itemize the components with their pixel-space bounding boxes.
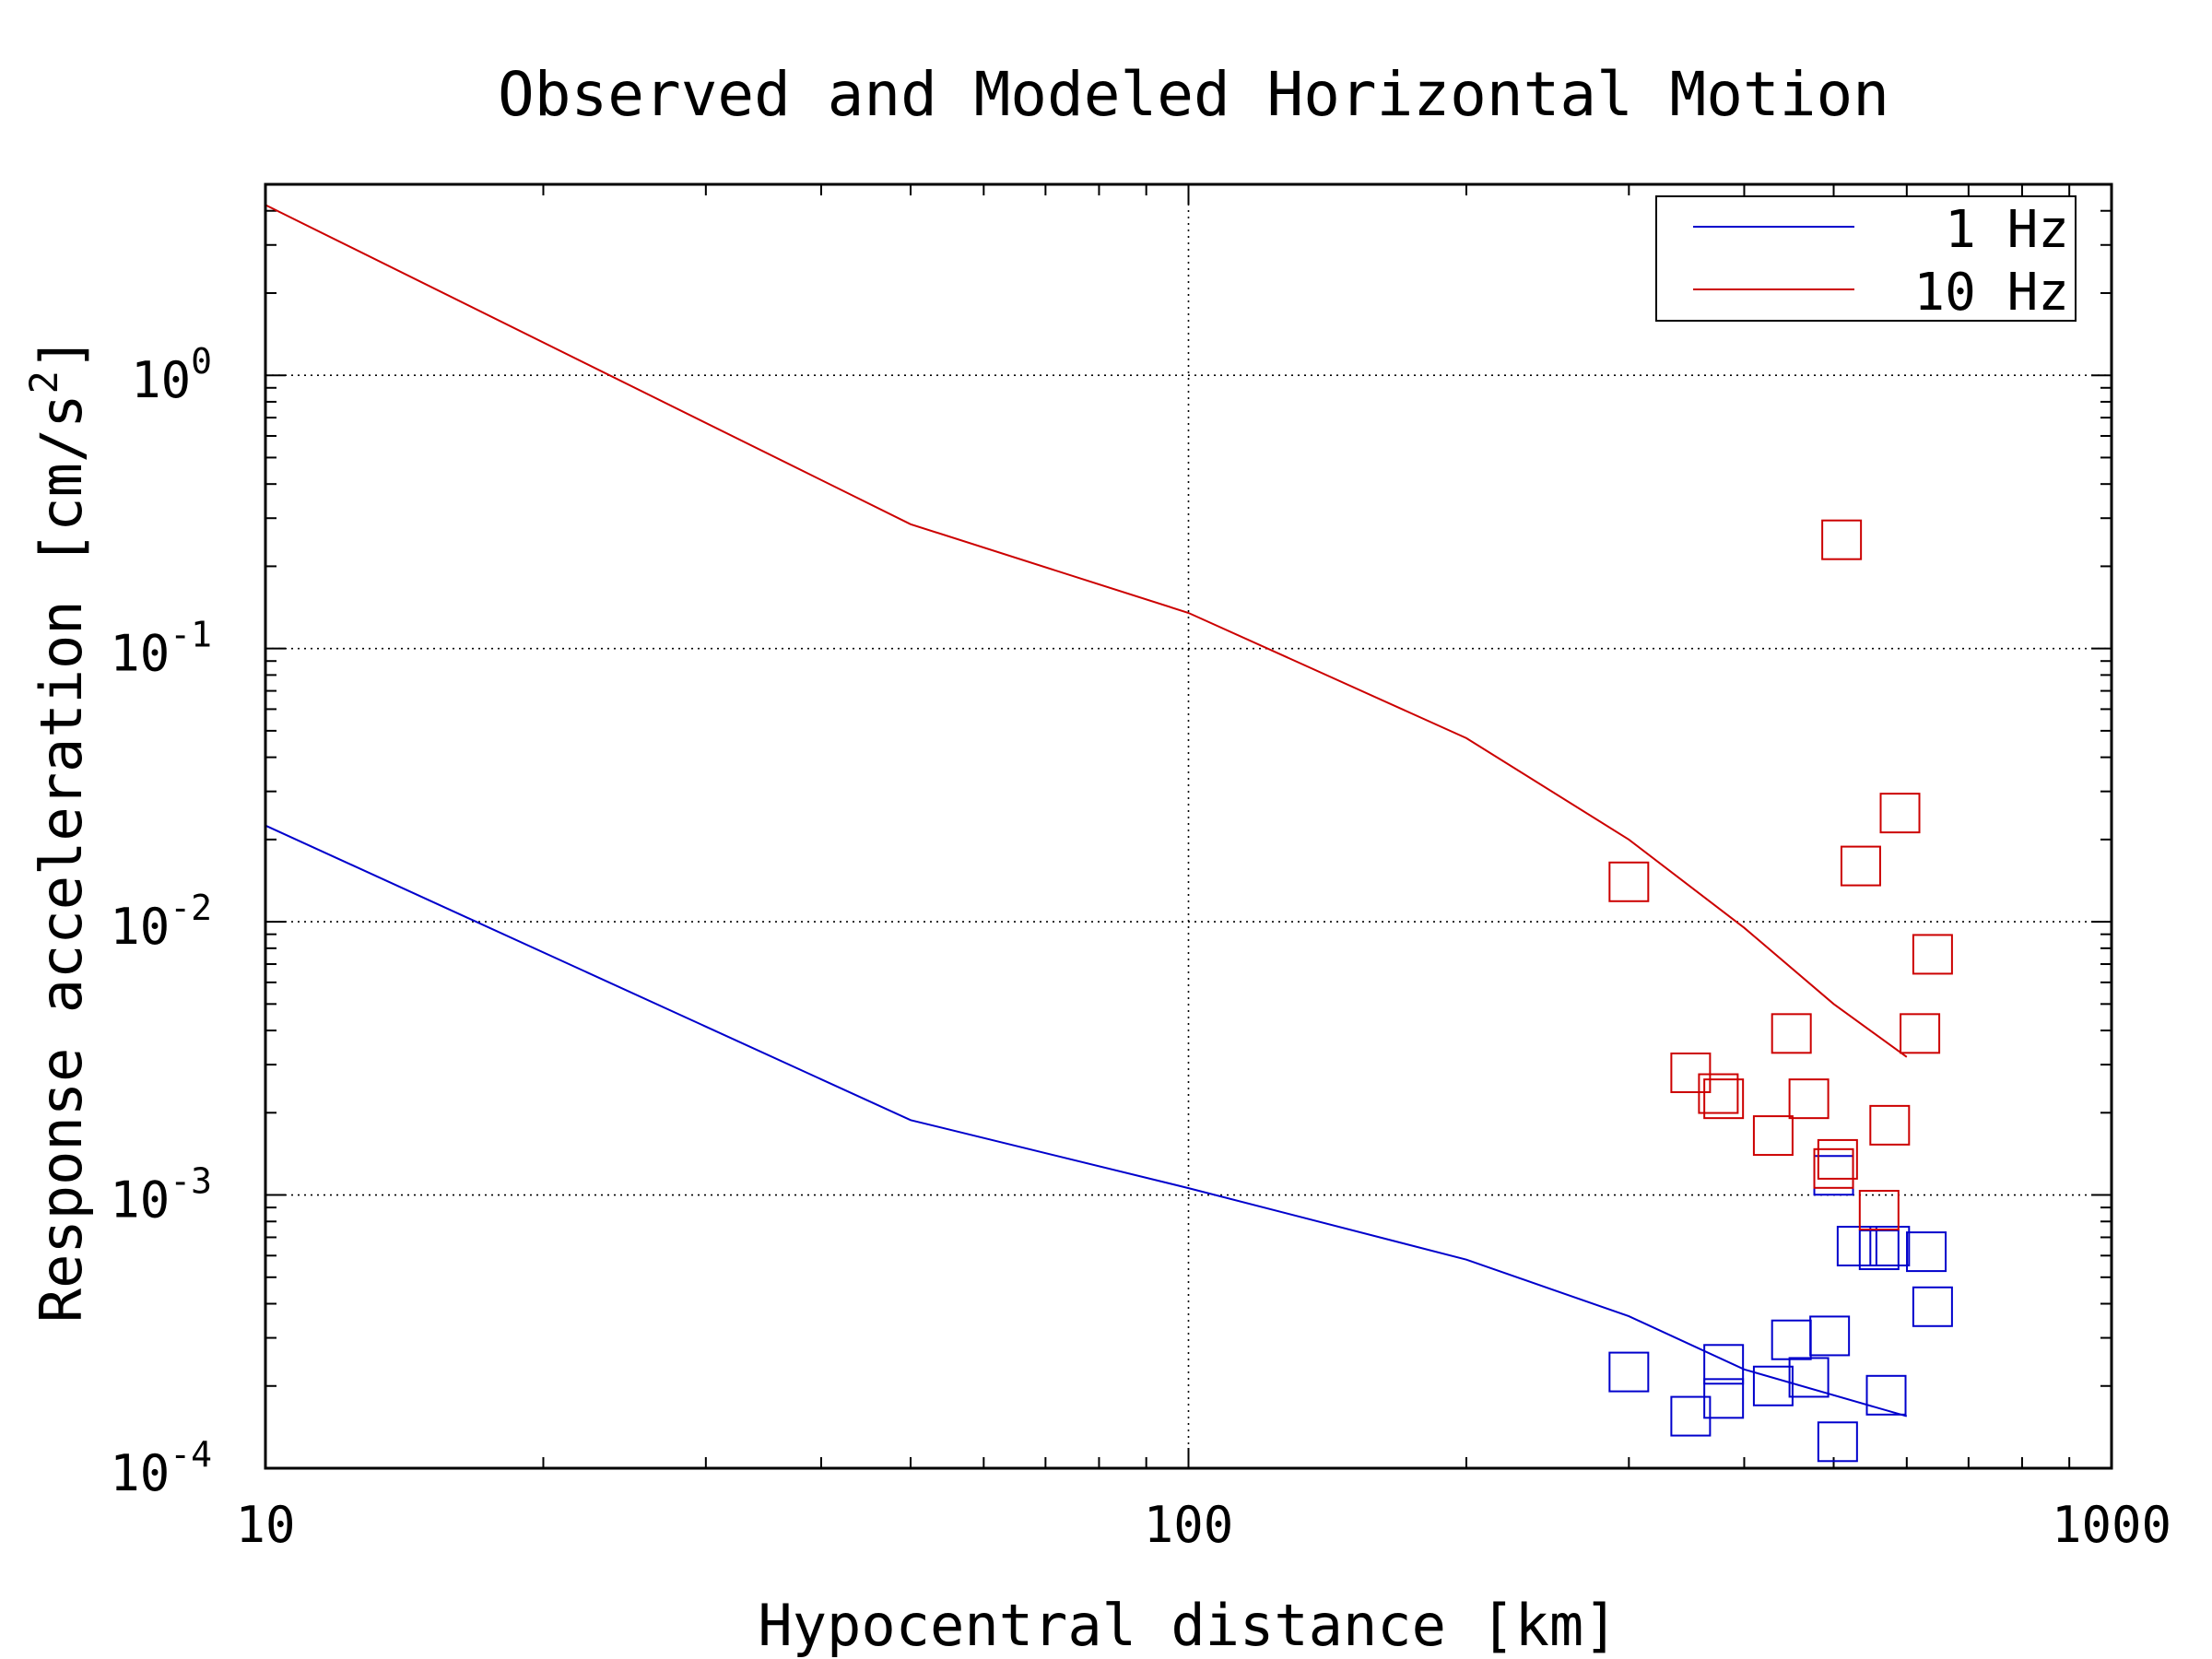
observed-marker-1hz [1865, 1374, 1907, 1416]
observed-marker-1hz [1608, 1351, 1650, 1393]
y-axis-label-exponent: 2 [21, 371, 66, 394]
x-axis-label: Hypocentral distance [km] [758, 1592, 1618, 1659]
observed-marker-10hz [1912, 934, 1953, 975]
y-tick-label-exponent: -2 [170, 888, 212, 928]
observed-marker-10hz [1788, 1078, 1830, 1120]
observed-marker-1hz [1869, 1226, 1911, 1267]
y-tick-label: 10-3 [110, 1161, 212, 1230]
observed-marker-10hz [1869, 1104, 1911, 1146]
observed-marker-1hz [1858, 1230, 1900, 1271]
y-tick-label-base: 10 [110, 1171, 170, 1230]
y-tick-label: 10-1 [110, 615, 212, 683]
model-line-1hz [265, 824, 1908, 1418]
x-tick-labels: 10 100 1000 [235, 1496, 2171, 1554]
observed-marker-1hz [1788, 1357, 1830, 1398]
y-tick-label-base: 10 [110, 898, 170, 956]
y-tick-label-exponent: -3 [170, 1161, 212, 1202]
x-tick-label: 10 [235, 1496, 295, 1554]
chart-title: Observed and Modeled Horizontal Motion [498, 59, 1889, 130]
observed-marker-1hz [1912, 1286, 1953, 1327]
y-tick-label: 10-2 [110, 888, 212, 956]
x-tick-label: 100 [1144, 1496, 1234, 1554]
observed-marker-10hz [1858, 1190, 1900, 1231]
y-axis-label-end: ] [28, 336, 95, 371]
y-tick-label-exponent: -1 [170, 615, 212, 655]
y-tick-label-exponent: 0 [191, 341, 212, 382]
observed-marker-1hz [1817, 1421, 1858, 1463]
y-tick-label-base: 10 [110, 1444, 170, 1502]
observed-markers [1608, 519, 1953, 1463]
observed-marker-10hz [1670, 1052, 1712, 1093]
y-tick-label: 10-4 [110, 1434, 212, 1502]
legend-label-1hz: 1 Hz [1945, 200, 2069, 260]
y-tick-label: 100 [131, 341, 212, 409]
observed-marker-10hz [1900, 1013, 1941, 1054]
legend-box [1655, 195, 2077, 322]
observed-marker-1hz [1809, 1315, 1851, 1357]
observed-marker-10hz [1813, 1147, 1854, 1189]
model-lines [265, 204, 1908, 1418]
observed-marker-1hz [1703, 1378, 1745, 1419]
observed-marker-10hz [1840, 845, 1881, 887]
observed-marker-10hz [1698, 1073, 1739, 1114]
y-tick-label-base: 10 [131, 351, 191, 409]
y-tick-label-exponent: -4 [170, 1434, 212, 1475]
y-axis-label-text: Response acceleration [cm/s [28, 394, 95, 1323]
observed-marker-10hz [1817, 1138, 1858, 1180]
observed-marker-1hz [1836, 1226, 1877, 1267]
observed-marker-10hz [1879, 793, 1921, 834]
observed-marker-10hz [1771, 1013, 1812, 1054]
observed-marker-1hz [1670, 1395, 1712, 1437]
observed-marker-10hz [1821, 519, 1863, 560]
observed-marker-10hz [1703, 1078, 1745, 1120]
observed-marker-10hz [1608, 861, 1650, 902]
x-tick-label: 1000 [2052, 1496, 2171, 1554]
observed-marker-1hz [1906, 1231, 1947, 1273]
observed-marker-1hz [1703, 1344, 1745, 1385]
y-axis-label: Response acceleration [cm/s2] [21, 336, 95, 1323]
legend: 1 Hz 10 Hz [1655, 195, 2077, 323]
observed-marker-10hz [1752, 1115, 1794, 1157]
legend-label-10hz: 10 Hz [1913, 263, 2069, 323]
plot-frame [264, 182, 2113, 1470]
y-tick-label-base: 10 [110, 625, 170, 683]
model-line-10hz [265, 204, 1908, 1058]
observed-marker-1hz [1752, 1365, 1794, 1406]
